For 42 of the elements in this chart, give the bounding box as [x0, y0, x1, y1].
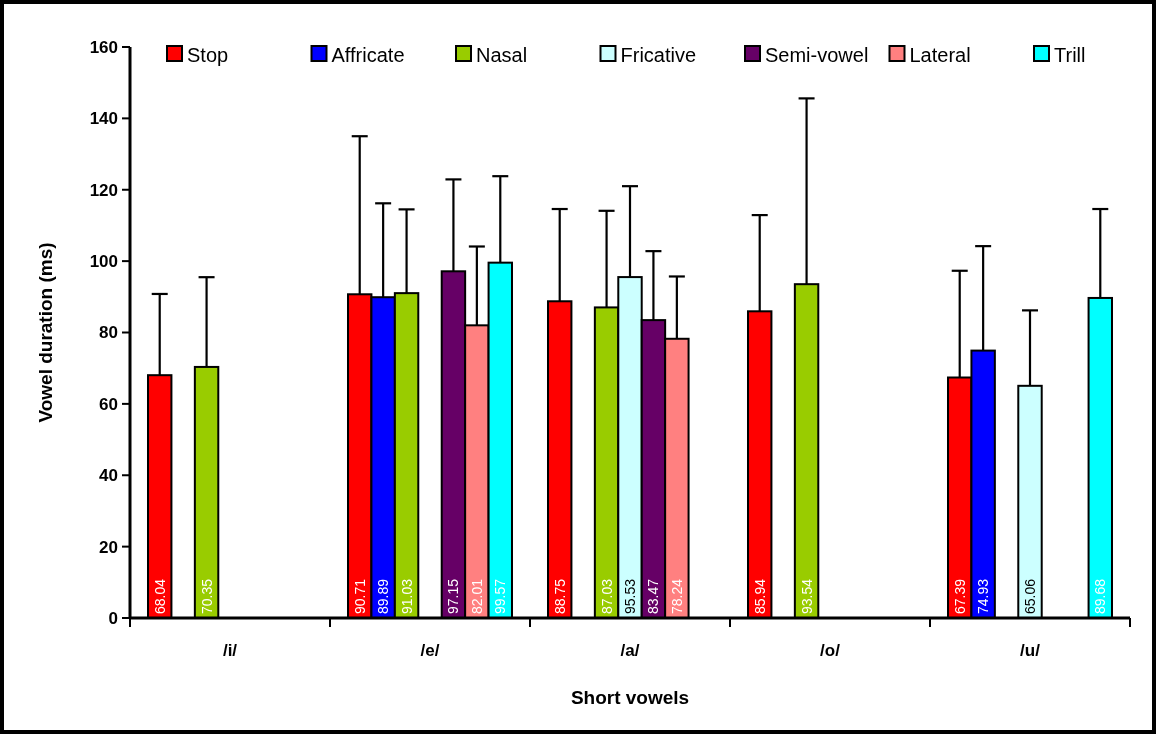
y-tick-label: 20 — [99, 537, 118, 557]
data-label: 99.57 — [492, 578, 509, 614]
data-label: 67.39 — [951, 578, 968, 614]
y-tick-label: 120 — [89, 180, 118, 200]
data-label: 89.89 — [375, 578, 392, 614]
legend-label: Stop — [187, 44, 229, 66]
data-label: 82.01 — [468, 578, 485, 614]
x-axis-title: Short vowels — [570, 687, 690, 708]
legend-label: Trill — [1054, 44, 1086, 66]
y-tick-label: 100 — [89, 252, 118, 272]
y-tick-label: 40 — [99, 466, 118, 486]
data-label: 87.03 — [598, 578, 615, 614]
x-tick-label: /e/ — [420, 641, 440, 660]
x-tick-label: /o/ — [820, 641, 841, 660]
data-label: 91.03 — [398, 578, 415, 614]
data-label: 85.94 — [751, 578, 768, 614]
x-tick-label: /u/ — [1020, 641, 1041, 660]
y-tick-label: 60 — [99, 394, 118, 414]
data-label: 95.53 — [622, 578, 638, 614]
data-label: 88.75 — [551, 578, 568, 614]
data-label: 83.47 — [645, 578, 662, 614]
data-label: 78.24 — [668, 578, 685, 614]
y-tick-label: 0 — [108, 608, 118, 628]
data-label: 93.54 — [798, 578, 815, 614]
data-label: 90.71 — [351, 578, 368, 614]
y-tick-label: 80 — [99, 323, 118, 343]
y-tick-label: 160 — [89, 37, 118, 57]
legend-label: Fricative — [620, 44, 697, 66]
data-label: 68.04 — [151, 578, 168, 614]
data-label: 74.93 — [975, 578, 992, 614]
y-tick-label: 140 — [89, 109, 118, 129]
y-axis-title: Vowel duration (ms) — [35, 242, 56, 423]
x-tick-label: /i/ — [222, 641, 238, 660]
legend-label: Affricate — [331, 44, 405, 66]
legend-label: Semi-vowel — [765, 44, 869, 66]
legend-label: Nasal — [476, 44, 528, 66]
x-tick-label: /a/ — [620, 641, 640, 660]
data-label: 97.15 — [445, 578, 462, 614]
legend-label: Lateral — [909, 44, 971, 66]
data-label: 89.68 — [1092, 578, 1109, 614]
data-label: 70.35 — [198, 578, 215, 614]
data-label: 65.06 — [1022, 578, 1038, 614]
